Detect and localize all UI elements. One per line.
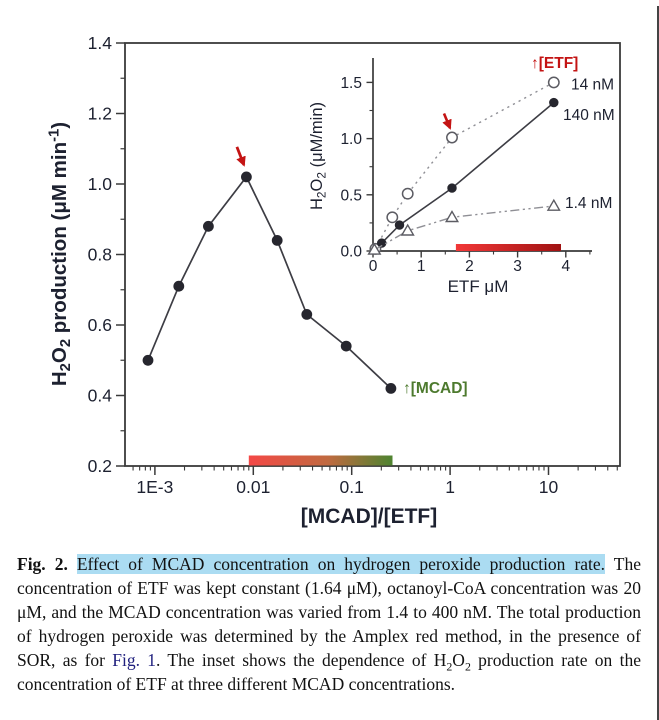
caption-text: 2 [446,659,453,674]
main-y-axis-label: H2O2 production (μM min-1) [47,122,75,386]
main-data-point [142,354,154,366]
inset-y-tick-label: 0.0 [340,244,362,261]
main-data-point [301,309,313,320]
inset-x-axis-label: ETF μM [448,277,509,296]
caption-text: 2 [464,659,471,674]
inset-y-axis-label: H2O2 (μM/min) [308,102,328,210]
inset-data-point [547,76,560,89]
inset-data-point [386,211,399,224]
inset-series-line [374,205,554,251]
main-y-tick-label: 1.0 [88,174,113,194]
inset-data-point [400,223,415,236]
main-data-point [340,340,352,352]
inset-data-point [546,198,561,211]
inset-series-line [381,101,555,244]
main-y-tick-label: 0.2 [88,456,112,476]
inset-x-tick-label: 2 [465,258,474,275]
main-data-point [385,383,397,394]
inset-series-label: 14 nM [571,77,614,94]
main-data-point [271,235,283,246]
main-series-line [147,175,392,390]
caption-text: O [452,650,465,670]
inset-data-point [367,242,382,255]
caption-text: . The inset shows the dependence of H [156,650,447,670]
inset-x-tick-label: 1 [417,258,426,275]
inset-data-point [549,97,559,108]
inset-y-tick-label: 0.5 [340,187,362,204]
main-data-point [241,171,252,183]
inset-series-line [374,81,555,250]
etf-direction-label: ↑[ETF] [531,55,578,72]
inset-data-point [377,238,387,248]
main-x-tick-label: 0.1 [340,477,364,497]
etf-arrow-icon [442,113,452,130]
main-y-tick-label: 0.4 [88,386,113,406]
main-x-axis-label: [MCAD]/[ETF] [301,505,437,528]
main-y-tick-label: 1.4 [88,33,113,53]
main-x-tick-label: 1E-3 [136,477,173,497]
caption-fig1-link[interactable]: Fig. 1 [112,650,157,670]
main-data-point [203,220,214,232]
inset-data-point [444,210,460,223]
inset-x-tick-label: 3 [513,258,522,275]
inset-series-label: 140 nM [563,107,615,124]
inset-series-label: 1.4 nM [565,195,612,212]
inset-y-tick-label: 1.0 [340,131,362,148]
inset-data-point [394,220,405,230]
inset-data-point [401,187,414,200]
inset-data-point [446,131,458,144]
main-data-point [173,280,185,292]
inset-y-tick-label: 1.5 [340,75,362,92]
main-y-tick-label: 0.6 [88,315,112,335]
caption-text: production rate on the concentration of … [17,650,641,694]
main-x-tick-label: 0.01 [236,477,270,497]
inset-data-point [447,183,457,193]
main-y-tick-label: 0.8 [88,245,112,265]
inset-x-tick-label: 4 [561,258,570,275]
mcad-gradient-bar [248,455,393,466]
page-edge-line [657,6,659,720]
peak-arrow-icon [235,146,246,167]
main-x-tick-label: 1 [445,477,455,497]
caption-figure-label: Fig. 2. [17,554,77,574]
inset-x-tick-label: 0 [369,258,378,275]
caption-text: The concentration of ETF was kept consta… [17,554,641,670]
figure-caption: Fig. 2. Effect of MCAD concentration on … [17,552,641,696]
caption-highlighted-sentence: Effect of MCAD concentration on hydrogen… [76,554,606,574]
main-x-tick-label: 10 [539,477,559,497]
etf-red-bar [455,244,561,251]
main-y-tick-label: 1.2 [88,104,112,124]
figure-2-chart: 0.20.40.60.81.01.21.41E-3 0.01 0.1 1 10↑[MCA… [47,33,621,528]
inset-axes [372,58,592,252]
mcad-direction-label: ↑[MCAD] [403,380,468,397]
